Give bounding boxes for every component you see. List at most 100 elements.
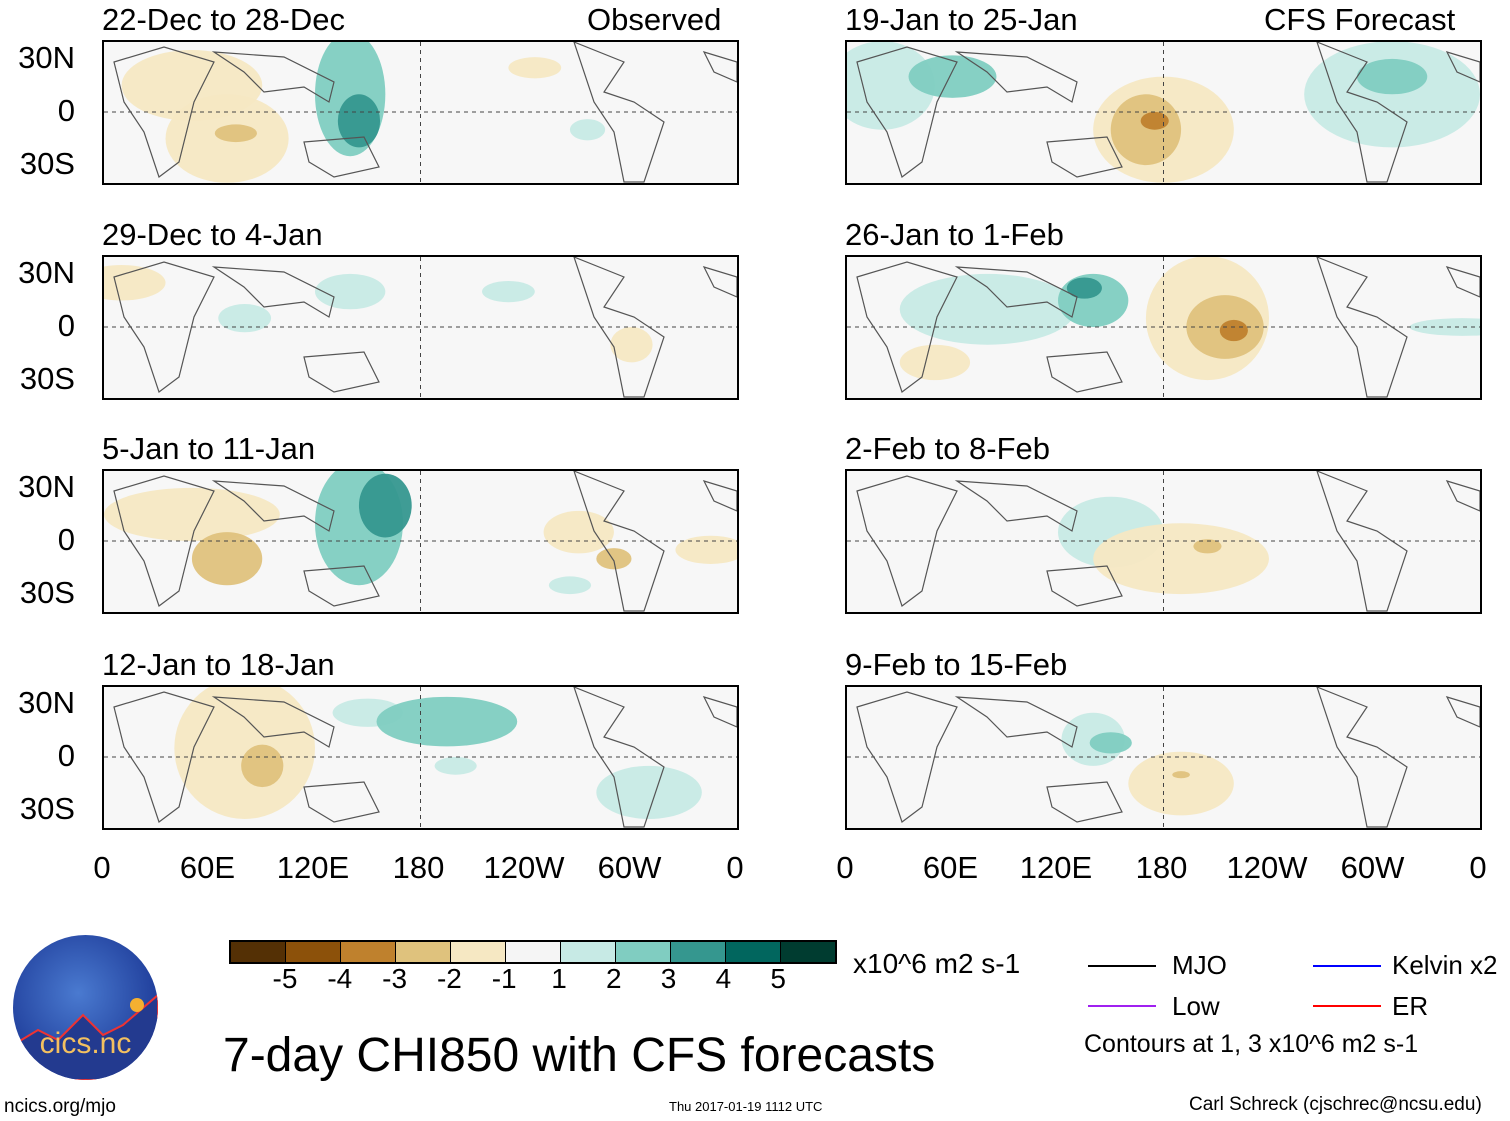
anomaly-region — [1093, 523, 1269, 595]
panel-title: 5-Jan to 11-Jan — [102, 431, 316, 466]
footer-credit: Carl Schreck (cjschrec@ncsu.edu) — [1189, 1094, 1482, 1115]
anomaly-region — [358, 473, 412, 538]
map-panel — [102, 32, 739, 185]
x-tick-label: 120W — [1226, 850, 1308, 885]
anomaly-region — [1066, 277, 1102, 299]
anomaly-region — [1409, 318, 1510, 336]
anomaly-region — [434, 757, 477, 775]
anomaly-region — [899, 273, 1076, 345]
colorbar-label: -3 — [382, 963, 408, 994]
anomaly-region — [1140, 112, 1169, 130]
colorbar-label: -1 — [491, 963, 517, 994]
colorbar-swatch — [286, 942, 341, 962]
legend-low: Low — [1172, 991, 1220, 1021]
y-tick-label: 30N — [18, 469, 75, 504]
map-panel — [77, 255, 739, 400]
anomaly-region — [1356, 58, 1428, 95]
anomaly-region — [104, 487, 280, 541]
anomaly-region — [482, 280, 535, 303]
anomaly-region — [1219, 319, 1248, 342]
anomaly-region — [596, 765, 702, 819]
colorbar-label: -2 — [436, 963, 462, 994]
footer-timestamp: Thu 2017-01-19 1112 UTC — [669, 1099, 823, 1114]
x-tick-label: 0 — [1469, 850, 1487, 885]
forecast-label: CFS Forecast — [1264, 2, 1456, 37]
anomaly-region — [548, 576, 592, 595]
footer-url[interactable]: ncics.org/mjo — [4, 1096, 116, 1117]
y-tick-label: 0 — [57, 93, 75, 128]
y-tick-label: 30S — [19, 361, 75, 396]
legend-low-line — [1088, 1005, 1156, 1007]
panel-title: 2-Feb to 8-Feb — [845, 431, 1051, 466]
map-panel — [845, 685, 1482, 830]
anomaly-region — [218, 303, 272, 333]
colorbar-swatch — [451, 942, 506, 962]
coastlines — [113, 469, 738, 612]
anomaly-region — [675, 535, 746, 565]
anomaly-region — [596, 548, 632, 570]
colorbar-label: 2 — [606, 963, 622, 994]
x-tick-label: 120W — [483, 850, 565, 885]
anomaly-region — [829, 41, 935, 130]
map-panel — [102, 677, 739, 830]
y-tick-label: 30S — [19, 791, 75, 826]
colorbar-label: 1 — [551, 963, 567, 994]
anomaly-region — [508, 57, 562, 79]
y-tick-label: 30N — [18, 255, 75, 290]
x-tick-label: 180 — [1135, 850, 1188, 885]
coastlines — [856, 255, 1481, 398]
x-tick-label: 0 — [836, 850, 854, 885]
map-panel — [845, 469, 1482, 614]
map-panel — [845, 255, 1510, 400]
x-tick-label: 0 — [726, 850, 744, 885]
logo-text: cics.nc — [39, 1027, 132, 1060]
legend-kelvin-line — [1313, 965, 1381, 967]
colorbar-swatch — [781, 942, 835, 962]
x-tick-label: 60E — [179, 850, 236, 885]
y-tick-label: 30N — [18, 40, 75, 75]
coastlines — [856, 40, 1481, 183]
y-tick-label: 30S — [19, 575, 75, 610]
colorbar-label: 5 — [770, 963, 786, 994]
y-tick-label: 30S — [19, 146, 75, 181]
x-tick-label: 180 — [392, 850, 445, 885]
anomaly-region — [315, 273, 386, 310]
legend-er: ER — [1392, 991, 1429, 1021]
contour-note: Contours at 1, 3 x10^6 m2 s-1 — [1084, 1030, 1419, 1058]
map-panel — [829, 40, 1482, 185]
anomaly-region — [337, 94, 381, 148]
colorbar-swatch — [726, 942, 781, 962]
anomaly-region — [1193, 539, 1222, 554]
panel-title: 9-Feb to 15-Feb — [845, 647, 1068, 682]
x-tick-label: 60W — [1340, 850, 1405, 885]
coastlines — [856, 469, 1481, 612]
colorbar — [229, 940, 837, 964]
legend-kelvin: Kelvin x2 — [1392, 950, 1498, 980]
anomaly-region — [214, 124, 257, 143]
colorbar-swatch — [506, 942, 561, 962]
x-tick-label: 120E — [276, 850, 350, 885]
legend-er-line — [1313, 1005, 1381, 1007]
colorbar-units: x10^6 m2 s-1 — [853, 948, 1021, 979]
anomaly-region — [1304, 41, 1480, 148]
y-tick-label: 0 — [57, 738, 75, 773]
colorbar-swatch — [231, 942, 286, 962]
anomaly-region — [241, 744, 284, 788]
colorbar-label: -4 — [327, 963, 353, 994]
colorbar-swatch — [616, 942, 671, 962]
colorbar-label: -5 — [272, 963, 298, 994]
panel-title: 22-Dec to 28-Dec — [102, 2, 345, 37]
colorbar-swatch — [341, 942, 396, 962]
x-tick-label: 120E — [1019, 850, 1093, 885]
legend-mjo-line — [1088, 965, 1156, 967]
anomaly-region — [191, 532, 263, 586]
anomaly-region — [899, 344, 971, 381]
colorbar-label: 3 — [660, 963, 677, 994]
x-tick-label: 60W — [597, 850, 662, 885]
observed-label: Observed — [587, 2, 722, 37]
colorbar-label: 4 — [715, 963, 732, 994]
cics-logo[interactable]: cics.nc — [13, 935, 158, 1080]
anomaly-region — [543, 510, 614, 554]
anomaly-region — [1128, 751, 1234, 816]
colorbar-swatch — [671, 942, 726, 962]
